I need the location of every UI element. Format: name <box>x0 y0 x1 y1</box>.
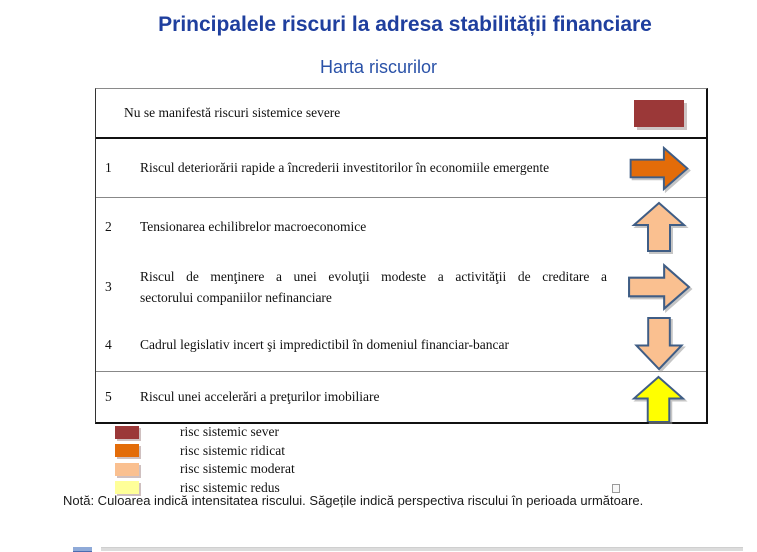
row-indicator <box>611 145 706 191</box>
legend-item: risc sistemic moderat <box>95 460 515 479</box>
row-indicator <box>611 372 706 422</box>
row-number: 2 <box>105 219 112 234</box>
legend-label: risc sistemic moderat <box>180 461 295 477</box>
legend-swatch-sever <box>115 425 139 439</box>
table-row-2: 2 Tensionarea echilibrelor macroeconomic… <box>96 198 706 256</box>
down-arrow-icon <box>633 316 684 371</box>
legend-item: risc sistemic redus <box>95 479 515 498</box>
table-row-3: 3 Riscul de menţinere a unei evoluţii mo… <box>96 256 706 318</box>
right-arrow-icon <box>629 145 689 191</box>
row-number: 5 <box>105 389 112 404</box>
row-text: Nu se manifestă riscuri sistemice severe <box>124 105 341 120</box>
row-number: 4 <box>105 336 112 352</box>
table-row-1: 1 Riscul deteriorării rapide a încrederi… <box>96 139 706 198</box>
bottom-gray-bar <box>101 547 743 551</box>
row-indicator <box>611 263 706 311</box>
row-indicator <box>611 99 706 127</box>
row-number: 3 <box>105 279 112 294</box>
legend-label: risc sistemic redus <box>180 479 280 495</box>
table-row-4: 4 Cadrul legislativ incert şi impredicti… <box>96 316 706 371</box>
missing-glyph-box <box>612 484 620 493</box>
row-text-line2: sectorului companiilor nefinanciare <box>140 290 332 305</box>
footnote: Notă: Culoarea indică intensitatea riscu… <box>63 493 644 508</box>
up-arrow-icon <box>630 201 687 252</box>
row-indicator <box>611 316 706 371</box>
page-title: Principalele riscuri la adresa stabilită… <box>158 13 652 36</box>
legend-swatch-moderat <box>115 462 139 476</box>
table-row-5: 5 Riscul unei accelerări a preţurilor im… <box>96 372 706 422</box>
legend-item: risc sistemic ridicat <box>95 442 515 461</box>
up-arrow-icon <box>631 375 686 422</box>
table-group-rows-2-4: 2 Tensionarea echilibrelor macroeconomic… <box>96 198 706 372</box>
row-text: Riscul de menţinere a unei evoluţii mode… <box>140 266 611 308</box>
legend-item: risc sistemic sever <box>95 423 515 442</box>
legend-label: risc sistemic sever <box>180 424 279 440</box>
risk-map-table: Nu se manifestă riscuri sistemice severe… <box>95 88 708 424</box>
risk-legend: risc sistemic sever risc sistemic ridica… <box>95 423 515 497</box>
row-text: Cadrul legislativ incert şi impredictibi… <box>140 336 509 352</box>
row-number: 1 <box>105 160 112 175</box>
row-text: Tensionarea echilibrelor macroeconomice <box>140 219 367 234</box>
legend-swatch-redus <box>115 481 139 495</box>
row-indicator <box>611 201 706 253</box>
row-text-line1: Riscul de menţinere a unei evoluţii mode… <box>140 269 607 284</box>
page-subtitle: Harta riscurilor <box>319 57 438 77</box>
severe-risk-swatch <box>633 99 684 127</box>
table-row-intro: Nu se manifestă riscuri sistemice severe <box>96 89 706 139</box>
legend-swatch-ridicat <box>115 444 139 458</box>
bottom-blue-fragment <box>73 547 92 552</box>
right-arrow-icon <box>627 263 691 311</box>
row-text: Riscul deteriorării rapide a încrederii … <box>140 160 550 175</box>
legend-label: risc sistemic ridicat <box>180 442 285 458</box>
row-text: Riscul unei accelerări a preţurilor imob… <box>140 389 380 404</box>
